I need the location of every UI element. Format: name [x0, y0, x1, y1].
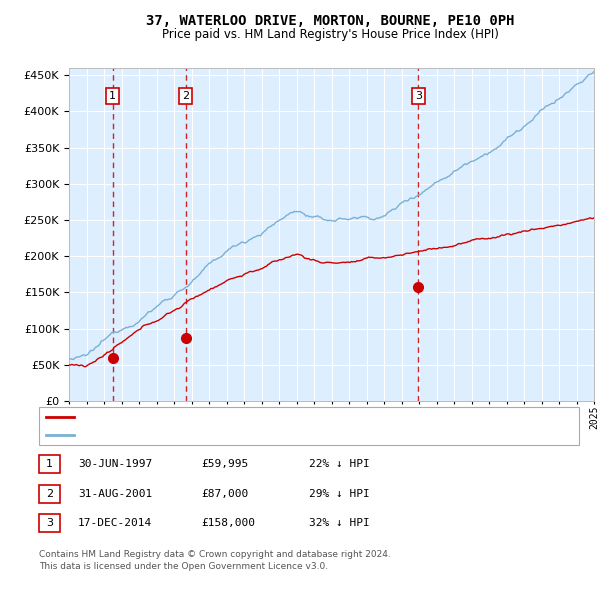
Text: 22% ↓ HPI: 22% ↓ HPI	[309, 460, 370, 469]
Text: 32% ↓ HPI: 32% ↓ HPI	[309, 519, 370, 528]
Text: 30-JUN-1997: 30-JUN-1997	[78, 460, 152, 469]
Text: 17-DEC-2014: 17-DEC-2014	[78, 519, 152, 528]
Text: 2: 2	[46, 489, 53, 499]
Text: £59,995: £59,995	[201, 460, 248, 469]
Text: £87,000: £87,000	[201, 489, 248, 499]
Text: 1: 1	[46, 460, 53, 469]
Text: Price paid vs. HM Land Registry's House Price Index (HPI): Price paid vs. HM Land Registry's House …	[161, 28, 499, 41]
Text: 31-AUG-2001: 31-AUG-2001	[78, 489, 152, 499]
Text: HPI: Average price, detached house, South Kesteven: HPI: Average price, detached house, Sout…	[80, 430, 392, 440]
Text: This data is licensed under the Open Government Licence v3.0.: This data is licensed under the Open Gov…	[39, 562, 328, 571]
Text: 3: 3	[46, 519, 53, 528]
Text: £158,000: £158,000	[201, 519, 255, 528]
Text: 29% ↓ HPI: 29% ↓ HPI	[309, 489, 370, 499]
Text: 1: 1	[109, 91, 116, 101]
Text: 37, WATERLOO DRIVE, MORTON, BOURNE, PE10 0PH (detached house): 37, WATERLOO DRIVE, MORTON, BOURNE, PE10…	[80, 412, 461, 422]
Text: 37, WATERLOO DRIVE, MORTON, BOURNE, PE10 0PH: 37, WATERLOO DRIVE, MORTON, BOURNE, PE10…	[146, 14, 514, 28]
Text: 3: 3	[415, 91, 422, 101]
Text: 2: 2	[182, 91, 189, 101]
Text: Contains HM Land Registry data © Crown copyright and database right 2024.: Contains HM Land Registry data © Crown c…	[39, 550, 391, 559]
